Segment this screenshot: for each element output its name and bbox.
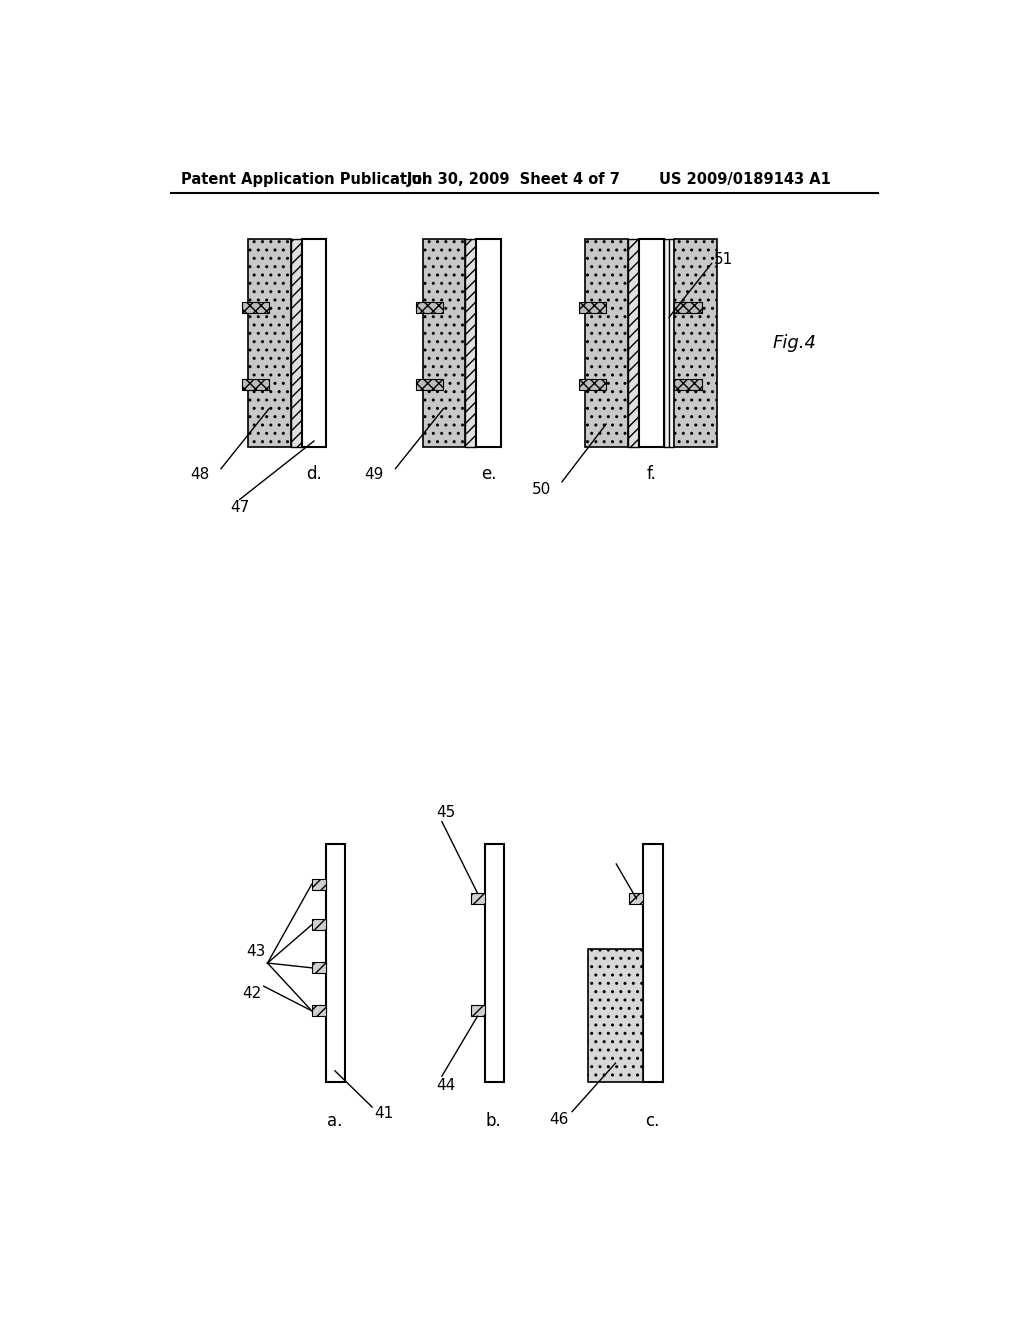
Bar <box>675 302 701 313</box>
Text: a.: a. <box>328 1111 343 1130</box>
Text: 47: 47 <box>230 500 250 515</box>
Bar <box>417 302 443 313</box>
Bar <box>639 239 664 447</box>
Text: Jul. 30, 2009  Sheet 4 of 7: Jul. 30, 2009 Sheet 4 of 7 <box>407 172 621 186</box>
Bar <box>311 920 326 931</box>
Bar <box>476 239 501 447</box>
Text: US 2009/0189143 A1: US 2009/0189143 A1 <box>658 172 830 186</box>
Text: c.: c. <box>645 1111 659 1130</box>
Bar <box>417 379 443 391</box>
Text: e.: e. <box>480 465 496 483</box>
Bar <box>484 843 504 1082</box>
Bar <box>326 843 345 1082</box>
Bar <box>586 239 628 447</box>
Bar <box>242 379 269 391</box>
Text: 48: 48 <box>190 467 209 482</box>
Bar <box>675 239 717 447</box>
Text: 43: 43 <box>246 944 265 960</box>
Text: 46: 46 <box>550 1111 569 1127</box>
Bar <box>471 894 484 904</box>
Bar <box>248 239 291 447</box>
Text: f.: f. <box>646 465 656 483</box>
Bar <box>242 302 269 313</box>
Text: 51: 51 <box>714 252 733 267</box>
Text: Fig.4: Fig.4 <box>772 334 816 352</box>
Bar <box>311 1006 326 1016</box>
Bar <box>628 239 639 447</box>
Bar <box>423 239 465 447</box>
Text: 44: 44 <box>436 1078 456 1093</box>
Bar <box>465 239 476 447</box>
Bar <box>664 239 675 447</box>
Bar <box>471 1006 484 1016</box>
Bar <box>579 379 606 391</box>
Bar <box>311 962 326 973</box>
Bar <box>675 379 701 391</box>
Bar <box>579 302 606 313</box>
Bar <box>630 894 643 904</box>
Text: d.: d. <box>306 465 322 483</box>
Bar <box>588 949 643 1082</box>
Text: 41: 41 <box>375 1106 393 1121</box>
Bar <box>311 879 326 890</box>
Text: 42: 42 <box>242 986 261 1002</box>
Bar <box>291 239 302 447</box>
Text: 45: 45 <box>436 805 456 820</box>
Bar <box>302 239 327 447</box>
Text: 49: 49 <box>365 467 384 482</box>
Text: 50: 50 <box>531 482 551 498</box>
Text: b.: b. <box>486 1111 502 1130</box>
Bar <box>643 843 663 1082</box>
Text: Patent Application Publication: Patent Application Publication <box>180 172 432 186</box>
